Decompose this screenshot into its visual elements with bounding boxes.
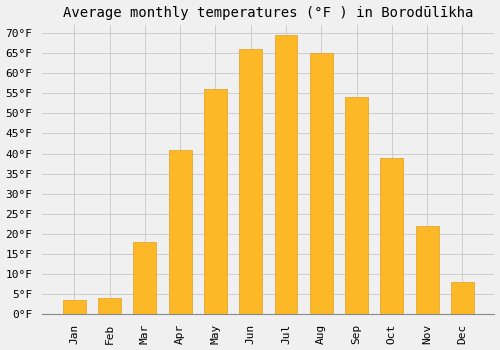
Bar <box>416 226 438 314</box>
Bar <box>98 299 121 314</box>
Bar <box>274 35 297 314</box>
Bar <box>310 53 333 314</box>
Bar <box>204 89 227 314</box>
Bar <box>168 149 192 314</box>
Bar <box>380 158 404 314</box>
Bar <box>451 282 474 314</box>
Bar <box>240 49 262 314</box>
Bar <box>63 300 86 314</box>
Bar <box>345 97 368 314</box>
Title: Average monthly temperatures (°F ) in Borodūlīkha: Average monthly temperatures (°F ) in Bo… <box>63 6 474 20</box>
Bar <box>134 242 156 314</box>
